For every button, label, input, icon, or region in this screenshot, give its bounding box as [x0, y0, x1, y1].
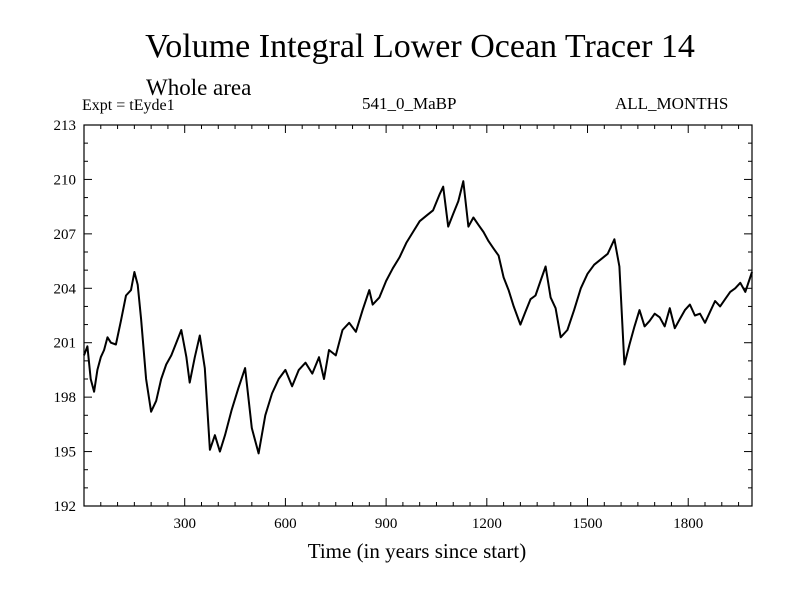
experiment-label: Expt = tEyde1: [82, 97, 175, 114]
series-line: [83, 180, 753, 455]
x-axis-label: Time (in years since start): [307, 539, 527, 563]
x-tick-label: 1800: [673, 516, 703, 532]
x-tick-label: 300: [173, 516, 196, 532]
months-label: ALL_MONTHS: [615, 94, 729, 113]
x-tick-label: 900: [375, 516, 398, 532]
x-tick-label: 1200: [472, 516, 502, 532]
x-tick-label: 1500: [573, 516, 603, 532]
y-tick-label: 195: [54, 445, 77, 461]
chart-subtitle: Whole area: [146, 75, 252, 100]
period-label: 541_0_MaBP: [362, 94, 457, 113]
y-tick-label: 192: [54, 499, 77, 515]
series-group: [83, 180, 753, 455]
axis-ticks: [84, 124, 752, 507]
x-tick-label: 600: [274, 516, 297, 532]
y-tick-label: 204: [54, 281, 77, 297]
chart-title: Volume Integral Lower Ocean Tracer 14: [145, 28, 695, 65]
plot-frame: [83, 124, 753, 507]
y-tick-label: 201: [54, 336, 77, 352]
y-tick-label: 213: [54, 118, 77, 134]
y-tick-label: 210: [54, 172, 77, 188]
y-tick-label: 198: [54, 390, 77, 406]
y-tick-label: 207: [54, 227, 77, 243]
tick-labels: 192 195 198 201 204 207 210 213 300 600 900 1200 150…: [54, 118, 704, 532]
